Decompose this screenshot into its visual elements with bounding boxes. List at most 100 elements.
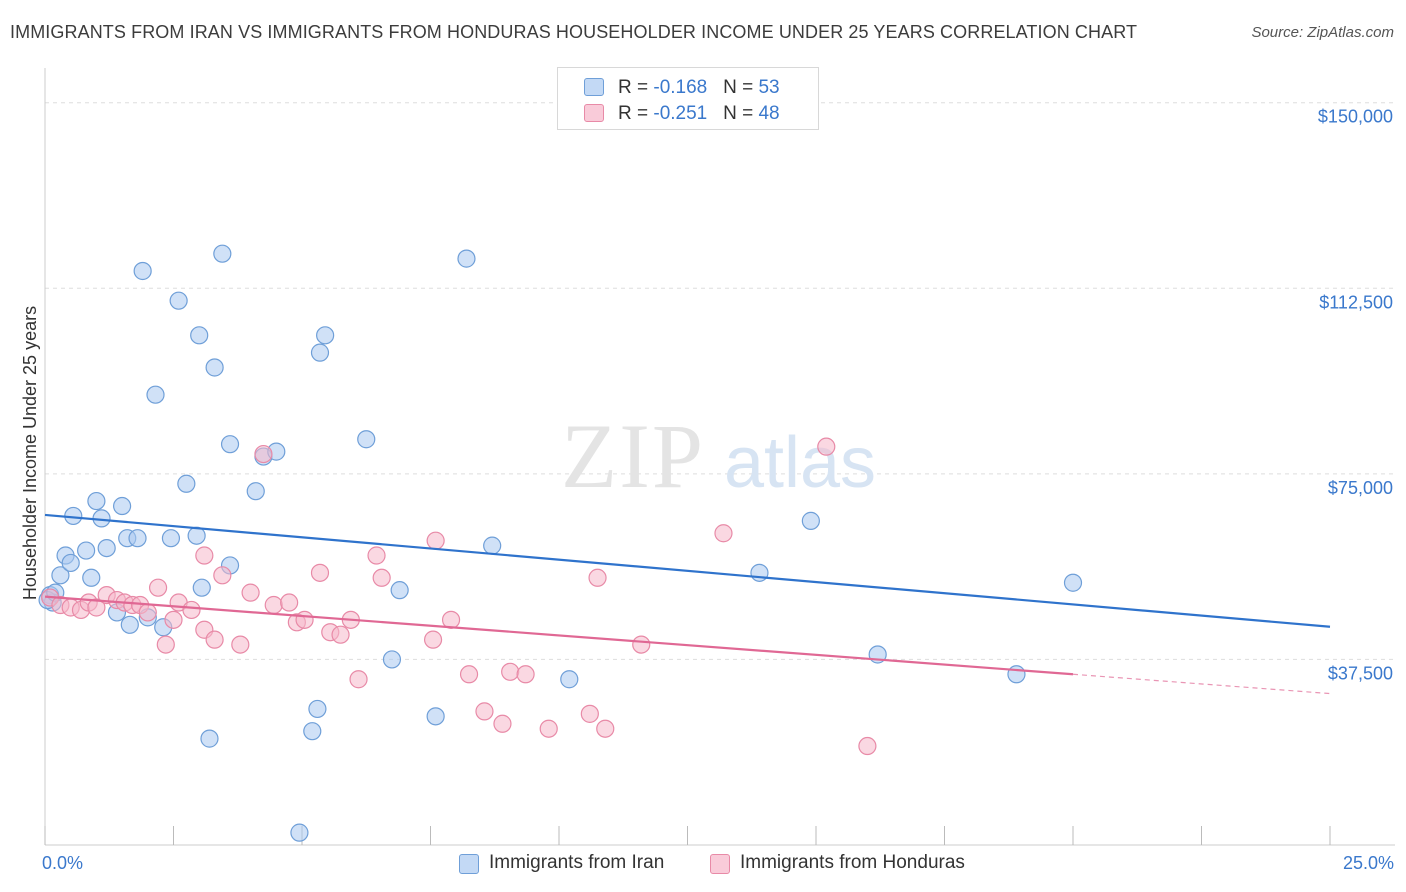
legend-n-label-honduras: N =	[723, 103, 759, 124]
data-point-honduras	[516, 665, 535, 684]
y-tick-label: $150,000	[1318, 107, 1393, 127]
data-point-iran	[426, 707, 445, 726]
legend-n-value-honduras: 48	[758, 103, 780, 124]
data-point-iran	[97, 538, 116, 558]
legend-swatch-honduras	[584, 104, 604, 122]
data-point-honduras	[539, 719, 558, 738]
data-point-honduras	[423, 630, 443, 649]
data-point-iran	[483, 536, 502, 555]
trend-lines	[44, 513, 1331, 695]
data-point-iran	[205, 358, 224, 377]
trend-line-extension-honduras	[1072, 673, 1331, 695]
data-point-honduras	[156, 635, 175, 654]
legend-n-label-iran: N =	[723, 77, 759, 98]
data-point-honduras	[310, 563, 330, 582]
data-point-honduras	[501, 662, 520, 681]
data-point-honduras	[459, 665, 479, 684]
data-point-iran	[120, 615, 139, 634]
data-point-honduras	[588, 568, 607, 587]
data-point-iran	[213, 244, 232, 263]
legend-r-value-honduras: -0.251	[653, 103, 708, 124]
data-point-honduras	[213, 566, 232, 585]
data-point-iran	[220, 435, 240, 454]
axes	[44, 68, 1395, 846]
data-point-iran	[82, 568, 101, 587]
bottom-legend-swatch-iran	[459, 854, 479, 874]
data-point-iran	[146, 385, 165, 404]
watermark-atlas: atlas	[724, 423, 876, 503]
source-label: Source: ZipAtlas.com	[1251, 24, 1394, 41]
data-point-honduras	[241, 583, 260, 602]
data-point-iran	[112, 496, 132, 516]
data-point-iran	[200, 729, 219, 748]
bottom-legend-label-iran: Immigrants from Iran	[489, 852, 665, 873]
data-point-honduras	[367, 546, 386, 565]
data-point-iran	[1063, 573, 1083, 592]
data-point-iran	[187, 526, 206, 545]
data-point-honduras	[858, 736, 877, 756]
correlation-legend: R = -0.168 N = 53 R = -0.251 N = 48	[557, 67, 819, 130]
data-point-honduras	[138, 603, 157, 622]
data-point-honduras	[714, 524, 733, 543]
data-point-honduras	[231, 635, 250, 654]
bottom-legend-swatch-honduras	[710, 854, 730, 874]
x-tick-label: 0.0%	[42, 853, 83, 873]
data-point-honduras	[195, 546, 214, 565]
data-point-iran	[801, 511, 820, 530]
y-axis-title: Householder Income Under 25 years	[20, 306, 40, 600]
data-point-iran	[61, 553, 80, 573]
data-point-honduras	[254, 444, 273, 464]
watermark-zip: ZIP	[561, 405, 705, 507]
data-point-iran	[457, 249, 476, 268]
data-point-honduras	[148, 578, 168, 597]
data-point-honduras	[205, 630, 224, 649]
data-point-iran	[290, 823, 309, 842]
data-point-iran	[128, 529, 147, 548]
trend-line-iran	[44, 513, 1331, 628]
data-point-iran	[357, 430, 376, 449]
chart-title: IMMIGRANTS FROM IRAN VS IMMIGRANTS FROM …	[10, 22, 1138, 42]
data-point-iran	[382, 650, 402, 669]
data-point-honduras	[475, 702, 494, 721]
data-point-iran	[133, 261, 152, 281]
data-point-iran	[177, 474, 196, 493]
data-point-honduras	[493, 714, 512, 733]
legend-r-label-honduras: R =	[618, 103, 654, 124]
data-points	[38, 244, 1083, 842]
data-point-iran	[303, 722, 322, 741]
y-tick-label: $112,500	[1319, 292, 1393, 312]
data-point-iran	[390, 581, 409, 600]
data-point-honduras	[87, 598, 106, 617]
data-point-iran	[192, 578, 211, 597]
data-point-honduras	[372, 568, 391, 587]
data-point-honduras	[349, 670, 368, 689]
data-point-honduras	[817, 437, 836, 456]
data-point-honduras	[331, 625, 350, 644]
data-point-honduras	[295, 610, 314, 629]
gridlines	[45, 102, 1395, 660]
legend-r-label-iran: R =	[618, 77, 654, 98]
legend-n-value-iran: 53	[758, 77, 780, 98]
data-point-iran	[308, 699, 327, 719]
axis-labels: $37,500 $75,000 $112,500 $150,000 0.0% 25.0% H…	[20, 107, 1394, 873]
data-point-iran	[750, 563, 769, 582]
data-point-iran	[190, 326, 209, 345]
data-point-honduras	[280, 593, 299, 612]
data-point-iran	[246, 482, 265, 501]
x-tick-label: 25.0%	[1343, 853, 1394, 873]
data-point-honduras	[164, 610, 183, 629]
trend-line-honduras	[44, 595, 1074, 676]
data-point-iran	[77, 541, 96, 560]
data-point-iran	[316, 326, 335, 345]
y-tick-label: $37,500	[1328, 663, 1393, 683]
data-point-iran	[310, 343, 330, 362]
data-point-iran	[87, 491, 106, 511]
data-point-iran	[161, 529, 181, 548]
watermark: ZIP atlas	[561, 405, 876, 507]
legend-r-value-iran: -0.168	[653, 77, 708, 98]
bottom-legend-label-honduras: Immigrants from Honduras	[740, 852, 965, 873]
data-point-honduras	[632, 635, 651, 654]
data-point-honduras	[182, 600, 201, 620]
data-point-honduras	[580, 704, 599, 723]
